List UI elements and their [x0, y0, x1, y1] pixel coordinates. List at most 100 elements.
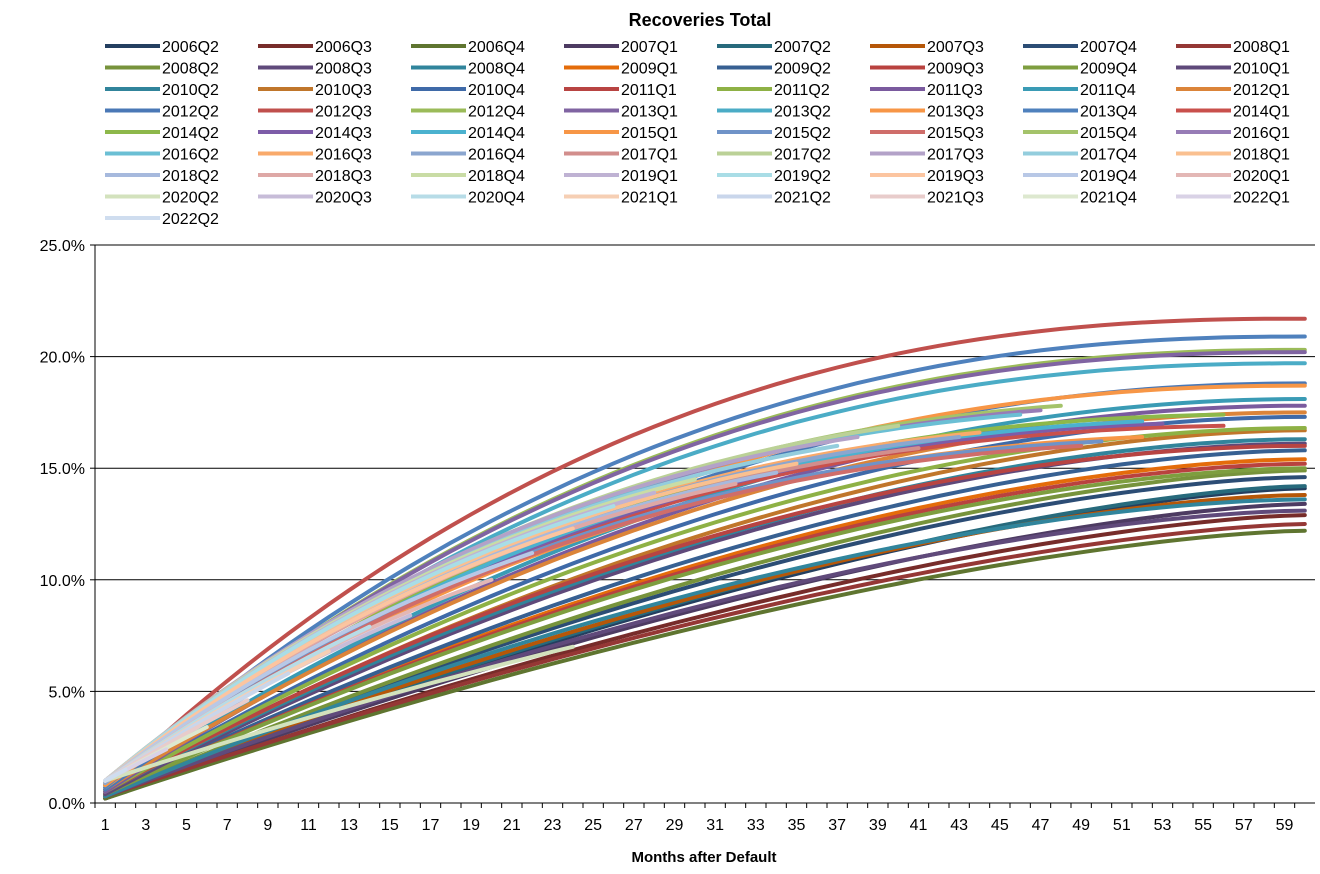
legend-item: 2015Q4 [1023, 125, 1137, 142]
legend-item: 2010Q4 [411, 82, 525, 99]
legend-label: 2006Q4 [468, 39, 525, 56]
legend-item: 2006Q4 [411, 39, 525, 56]
x-tick-label: 15 [381, 817, 399, 834]
x-tick-label: 19 [462, 817, 480, 834]
legend-item: 2012Q1 [1176, 82, 1290, 99]
legend-label: 2022Q1 [1233, 190, 1290, 207]
legend-label: 2011Q1 [621, 82, 677, 99]
legend-item: 2008Q2 [105, 61, 219, 78]
legend-item: 2007Q4 [1023, 39, 1137, 56]
legend: 2006Q2 2006Q3 2006Q4 2007Q1 2007Q2 2007Q3 2007… [105, 39, 1290, 228]
legend-label: 2019Q1 [621, 168, 678, 185]
legend-item: 2016Q4 [411, 147, 525, 164]
legend-label: 2010Q1 [1233, 61, 1290, 78]
legend-label: 2015Q1 [621, 125, 678, 142]
legend-item: 2012Q3 [258, 104, 372, 121]
legend-item: 2021Q2 [717, 190, 831, 207]
x-tick-label: 11 [300, 817, 317, 834]
x-tick-label: 17 [422, 817, 440, 834]
legend-item: 2021Q1 [564, 190, 678, 207]
legend-item: 2010Q1 [1176, 61, 1290, 78]
legend-item: 2021Q3 [870, 190, 984, 207]
legend-item: 2022Q2 [105, 211, 219, 228]
legend-item: 2014Q4 [411, 125, 525, 142]
legend-item: 2016Q1 [1176, 125, 1290, 142]
legend-item: 2009Q4 [1023, 61, 1137, 78]
legend-item: 2017Q3 [870, 147, 984, 164]
legend-item: 2020Q3 [258, 190, 372, 207]
legend-item: 2013Q1 [564, 104, 678, 121]
legend-label: 2021Q3 [927, 190, 984, 207]
legend-label: 2009Q2 [774, 61, 831, 78]
x-tick-label: 33 [747, 817, 765, 834]
legend-label: 2009Q3 [927, 61, 984, 78]
legend-label: 2020Q2 [162, 190, 219, 207]
legend-label: 2018Q3 [315, 168, 372, 185]
legend-label: 2010Q3 [315, 82, 372, 99]
legend-label: 2021Q4 [1080, 190, 1137, 207]
y-tick-label: 15.0% [40, 461, 85, 478]
legend-label: 2012Q4 [468, 104, 525, 121]
y-tick-label: 25.0% [40, 238, 85, 255]
legend-label: 2020Q4 [468, 190, 525, 207]
legend-item: 2007Q3 [870, 39, 984, 56]
legend-label: 2010Q2 [162, 82, 219, 99]
legend-label: 2009Q1 [621, 61, 678, 78]
x-tick-label: 9 [263, 817, 272, 834]
x-axis-ticks: 1 3 5 7 9 11 13 15 17 19 21 23 25 27 29 31 33 35 37 39 41 43 4… [94, 803, 1296, 834]
x-tick-label: 47 [1032, 817, 1050, 834]
legend-label: 2008Q2 [162, 61, 219, 78]
legend-label: 2014Q3 [315, 125, 372, 142]
legend-label: 2008Q4 [468, 61, 525, 78]
legend-item: 2007Q1 [564, 39, 678, 56]
x-tick-label: 37 [828, 817, 846, 834]
legend-item: 2020Q4 [411, 190, 525, 207]
legend-label: 2016Q2 [162, 147, 219, 164]
x-tick-label: 59 [1276, 817, 1294, 834]
series-line-2013Q4 [103, 334, 1307, 790]
legend-item: 2009Q3 [870, 61, 984, 78]
legend-item: 2018Q1 [1176, 147, 1290, 164]
x-tick-label: 43 [950, 817, 968, 834]
legend-item: 2011Q1 [564, 82, 677, 99]
x-tick-label: 51 [1113, 817, 1131, 834]
legend-label: 2011Q4 [1080, 82, 1136, 99]
legend-item: 2018Q3 [258, 168, 372, 185]
legend-item: 2017Q1 [564, 147, 678, 164]
legend-item: 2013Q3 [870, 104, 984, 121]
legend-label: 2016Q1 [1233, 125, 1290, 142]
x-tick-label: 57 [1235, 817, 1253, 834]
legend-item: 2010Q3 [258, 82, 372, 99]
legend-label: 2013Q4 [1080, 104, 1137, 121]
legend-item: 2019Q1 [564, 168, 678, 185]
legend-label: 2008Q3 [315, 61, 372, 78]
y-tick-label: 0.0% [49, 796, 85, 813]
legend-item: 2011Q3 [870, 82, 983, 99]
legend-item: 2020Q1 [1176, 168, 1290, 185]
legend-item: 2015Q1 [564, 125, 678, 142]
legend-label: 2021Q2 [774, 190, 831, 207]
x-tick-label: 1 [101, 817, 110, 834]
legend-item: 2019Q2 [717, 168, 831, 185]
legend-label: 2017Q3 [927, 147, 984, 164]
legend-label: 2017Q2 [774, 147, 831, 164]
y-tick-label: 10.0% [40, 573, 85, 590]
legend-label: 2011Q3 [927, 82, 983, 99]
x-tick-label: 55 [1194, 817, 1212, 834]
series-line-2009Q2 [103, 448, 1307, 797]
x-tick-label: 49 [1072, 817, 1090, 834]
y-axis-ticks: 0.0% 5.0% 10.0% 15.0% 20.0% 25.0% [40, 238, 95, 813]
x-tick-label: 25 [584, 817, 602, 834]
legend-label: 2007Q3 [927, 39, 984, 56]
legend-item: 2009Q2 [717, 61, 831, 78]
legend-label: 2013Q1 [621, 104, 678, 121]
legend-item: 2006Q2 [105, 39, 219, 56]
legend-item: 2007Q2 [717, 39, 831, 56]
series-line-2009Q4 [103, 466, 1307, 797]
legend-item: 2011Q4 [1023, 82, 1136, 99]
legend-item: 2006Q3 [258, 39, 372, 56]
legend-item: 2022Q1 [1176, 190, 1290, 207]
legend-label: 2012Q3 [315, 104, 372, 121]
